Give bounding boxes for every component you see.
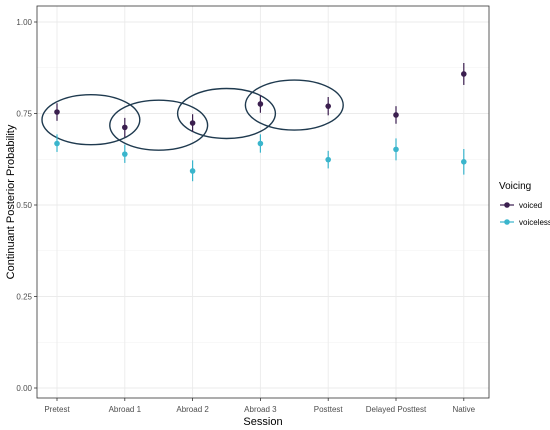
- panel-background: [37, 6, 489, 398]
- y-tick-label: 0.75: [16, 110, 32, 119]
- x-tick-label-abroad-3: Abroad 3: [244, 405, 277, 414]
- grid: [37, 6, 489, 398]
- annotation-ellipse-1: [41, 94, 141, 146]
- y-tick-label: 0.25: [16, 293, 32, 302]
- axes: 0.00 0.25 0.50 0.75 1.00 Pretest Abroad 1 Abroa…: [16, 18, 475, 414]
- x-tick-label-native: Native: [452, 405, 475, 414]
- y-axis-title: Continuant Posterior Probability: [5, 124, 17, 279]
- legend-label-voiced: voiced: [519, 201, 542, 210]
- point-voiced-abroad-3: [257, 101, 264, 107]
- x-tick-label-delayed-posttest: Delayed Posttest: [366, 405, 427, 414]
- y-tick-label: 0.00: [16, 384, 32, 393]
- x-tick-label-posttest: Posttest: [314, 405, 344, 414]
- y-tick-label: 0.50: [16, 201, 32, 210]
- legend-key-point-voiced: [504, 202, 510, 208]
- annotation-ellipse-3: [176, 87, 277, 140]
- point-voiceless-pretest: [54, 140, 60, 147]
- legend-key-point-voiceless: [504, 219, 510, 225]
- point-voiceless-posttest: [325, 156, 332, 163]
- annotation-ellipses: [41, 79, 344, 151]
- legend: Voicing voiced voiceless: [499, 181, 550, 227]
- x-axis-title: Session: [243, 416, 282, 428]
- panel-border: [36, 5, 490, 399]
- legend-title: Voicing: [499, 181, 531, 192]
- legend-label-voiceless: voiceless: [519, 218, 550, 227]
- annotation-ellipse-2: [109, 99, 209, 151]
- point-voiceless-abroad-2: [189, 168, 196, 174]
- point-voiced-posttest: [325, 103, 332, 109]
- point-voiceless-native: [461, 159, 467, 165]
- point-voiced-abroad-2: [189, 120, 196, 126]
- point-voiced-native: [461, 71, 467, 77]
- y-tick-label: 1.00: [16, 18, 32, 27]
- point-voiceless-abroad-3: [257, 140, 264, 147]
- annotation-ellipse-4: [244, 79, 344, 131]
- point-voiced-abroad-1: [122, 124, 128, 131]
- x-tick-label-abroad-1: Abroad 1: [109, 405, 142, 414]
- x-tick-label-pretest: Pretest: [44, 405, 70, 414]
- point-voiceless-delayed-posttest: [393, 146, 399, 153]
- data-marks: [54, 62, 467, 182]
- x-tick-label-abroad-2: Abroad 2: [176, 405, 209, 414]
- point-voiceless-abroad-1: [122, 151, 128, 157]
- point-voiced-delayed-posttest: [393, 112, 399, 118]
- point-voiced-pretest: [54, 109, 60, 115]
